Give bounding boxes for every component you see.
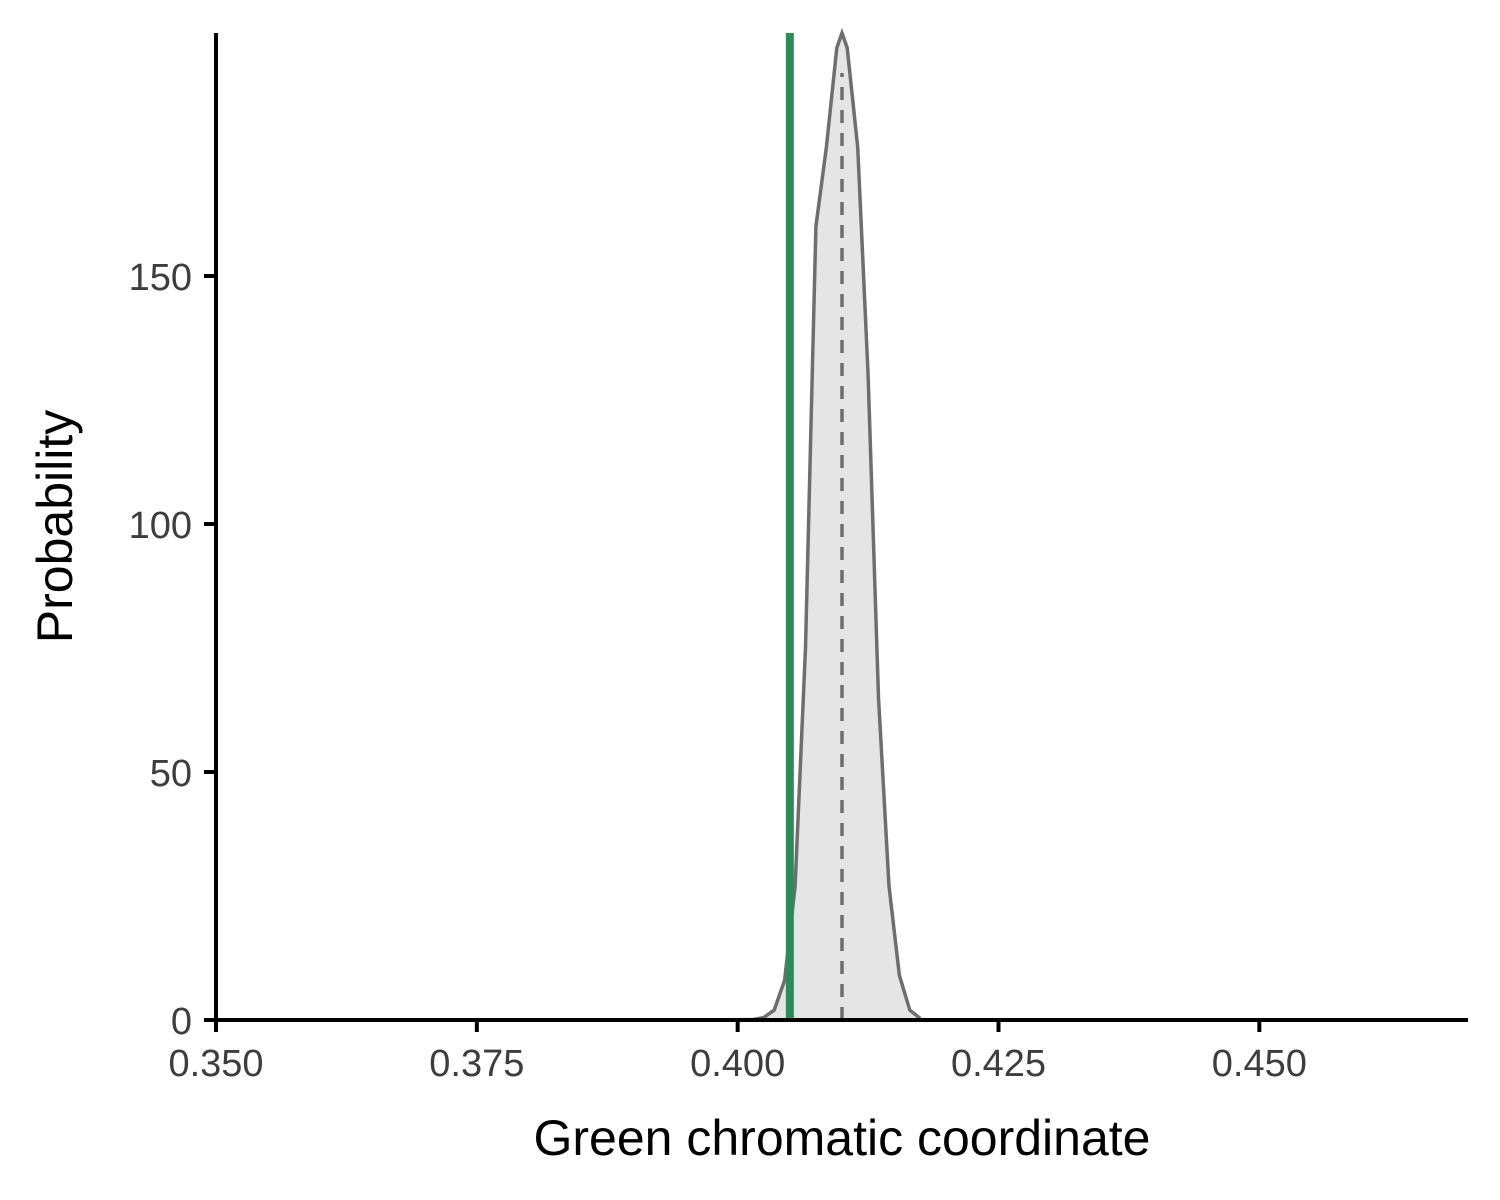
- y-tick-label: 50: [150, 753, 192, 795]
- x-tick-label: 0.450: [1212, 1043, 1307, 1085]
- x-tick-label: 0.400: [690, 1043, 785, 1085]
- density-area: [722, 33, 921, 1020]
- axes: 0.350 0.375 0.400 0.425 0.450 0 50 100 150: [129, 33, 1468, 1085]
- x-tick-label: 0.350: [168, 1043, 263, 1085]
- x-tick-label: 0.375: [429, 1043, 524, 1085]
- y-tick-label: 100: [129, 505, 192, 547]
- y-tick-label: 0: [171, 1001, 192, 1043]
- y-axis-title: Probability: [27, 410, 83, 643]
- x-axis-title: Green chromatic coordinate: [534, 1110, 1151, 1166]
- density-curve: [721, 27, 922, 1022]
- plot-area: [721, 27, 922, 1022]
- y-tick-label: 150: [129, 257, 192, 299]
- x-tick-label: 0.425: [951, 1043, 1046, 1085]
